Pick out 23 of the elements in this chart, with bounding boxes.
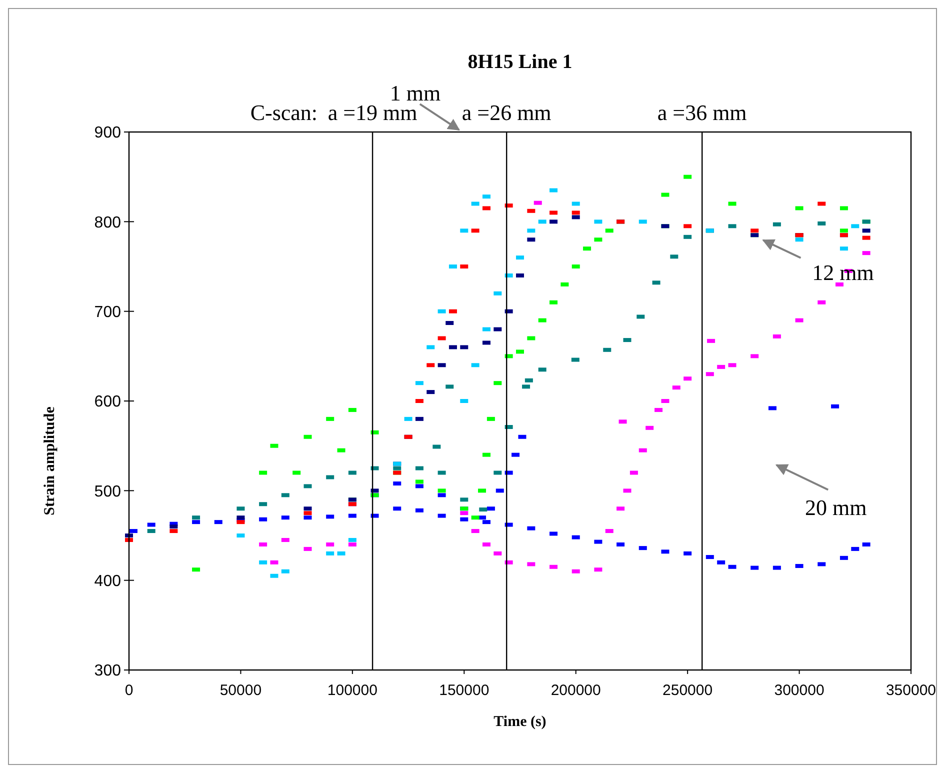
text: a =26 mm (462, 100, 552, 125)
text: C-scan: (250, 100, 318, 125)
y-tick-label: 900 (94, 124, 122, 142)
annotation: 20 mm (805, 495, 867, 520)
y-tick-label: 400 (94, 572, 122, 590)
y-tick-label: 500 (94, 483, 122, 500)
y-tick-label: 600 (94, 394, 122, 411)
y-tick-label: 800 (94, 214, 122, 232)
text: a =36 mm (657, 100, 747, 125)
x-tick-label: 0 (124, 682, 134, 699)
x-tick-label: 50000 (220, 682, 262, 699)
annotation: 12 mm (812, 260, 874, 285)
x-tick-label: 250000 (662, 682, 713, 699)
x-tick-label: 150000 (439, 682, 490, 699)
x-tick-label: 200000 (550, 682, 601, 699)
x-tick-label: 300000 (774, 682, 824, 699)
x-tick-label: 100000 (327, 682, 378, 699)
x-axis-title: Time (s) (494, 714, 546, 730)
y-tick-label: 300 (94, 662, 122, 680)
x-tick-label: 350000 (886, 682, 936, 699)
chart-title: 8H15 Line 1 (468, 51, 572, 73)
y-axis-title: Strain amplitude (42, 406, 58, 516)
y-tick-label: 700 (94, 304, 122, 321)
